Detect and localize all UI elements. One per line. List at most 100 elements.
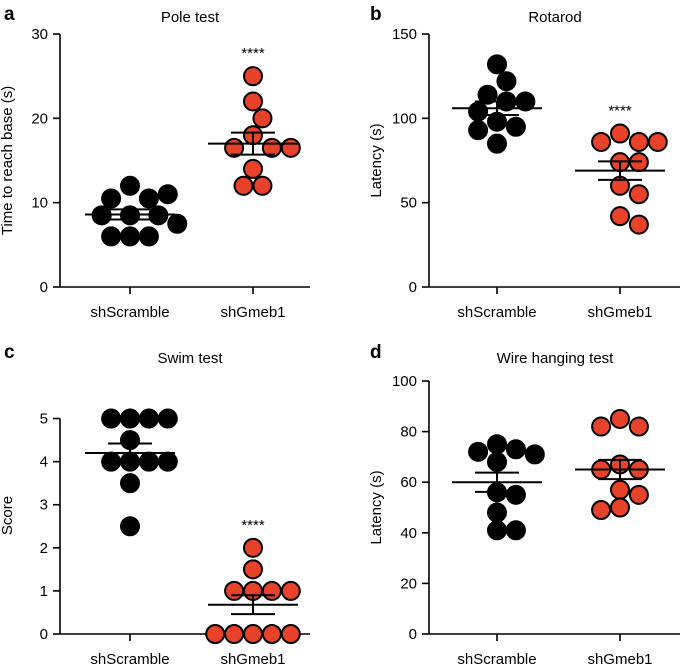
data-point [505,439,526,460]
data-point [487,54,507,75]
panel-letter: d [370,342,382,363]
chart-panel-d: d Wire hanging test 0 20 40 60 80 100 shScramble… [368,342,680,667]
data-point [496,71,517,92]
data-point [138,188,159,209]
data-point [261,580,282,601]
x-tick-label: shGmeb1 [587,304,652,321]
data-point [138,408,159,429]
data-point [505,484,526,505]
data-point [252,175,273,196]
data-point [243,158,263,179]
y-tick-label: 60 [400,474,417,491]
data-point [610,497,630,518]
x-tick-label: shScramble [457,651,536,667]
data-point [157,184,178,205]
data-point [120,408,140,429]
y-tick-label: 0 [409,279,417,296]
data-point [224,580,245,601]
data-point [487,502,507,523]
y-tick-label: 30 [31,26,48,43]
x-tick-label: shGmeb1 [220,304,285,321]
y-tick-label: 0 [40,279,48,296]
data-point [591,416,612,437]
data-point [487,451,507,472]
y-tick-label: 3 [40,497,48,514]
y-axis-label: Latency (s) [368,470,385,544]
data-point [120,175,140,196]
x-tick-label: shGmeb1 [220,651,285,667]
y-tick-label: 2 [40,540,48,557]
y-tick-label: 4 [40,454,48,471]
y-tick-label: 80 [400,424,417,441]
data-point [487,520,507,541]
data-point [468,120,489,141]
panel-letter: b [370,4,382,25]
y-axis-label: Score [0,496,16,535]
data-point [468,441,489,462]
data-point [101,188,122,209]
data-point [280,137,301,158]
data-point [280,624,301,644]
data-point [167,213,188,234]
significance-marker: **** [608,103,632,120]
data-point [157,451,178,472]
y-tick-label: 10 [31,195,48,212]
data-point [477,84,498,105]
y-tick-label: 0 [40,626,48,643]
y-axis-label: Time to reach base (s) [0,86,16,236]
panel-letter: a [4,4,15,25]
data-point [120,473,140,494]
x-tick-label: shScramble [90,651,169,667]
y-tick-label: 40 [400,525,417,542]
chart-title: Pole test [161,9,220,26]
y-tick-label: 0 [409,626,417,643]
data-point [591,500,612,521]
panel-letter: c [4,342,15,363]
data-point [610,408,630,429]
y-axis-label: Latency (s) [368,123,385,197]
data-point [487,133,507,154]
y-tick-label: 150 [392,26,417,43]
y-tick-label: 5 [40,411,48,428]
significance-marker: **** [241,45,265,62]
x-tick-label: shGmeb1 [587,651,652,667]
data-point [205,624,226,644]
data-point [157,408,178,429]
data-point [524,444,545,465]
data-point [610,479,630,500]
y-tick-label: 50 [400,195,417,212]
data-point [120,226,140,247]
chart-title: Rotarod [528,9,581,26]
data-point [224,624,245,644]
data-point [628,131,649,152]
data-point [252,108,273,129]
data-point [628,484,649,505]
data-point [243,66,263,87]
data-point [261,624,282,644]
data-point [101,408,122,429]
data-point [101,226,122,247]
y-tick-label: 100 [392,110,417,127]
chart-title: Wire hanging test [497,350,615,367]
x-tick-label: shScramble [90,304,169,321]
data-point [233,175,254,196]
data-point [628,214,649,235]
data-point [243,537,263,558]
significance-marker: **** [241,517,265,534]
data-point [610,123,630,144]
chart-panel-b: b Rotarod 0 50 100 150 shScramble shGmeb1 Latenc… [368,4,680,321]
data-point [243,624,263,644]
chart-panel-a: a Pole test 0 10 20 30 shScramble shGmeb1 Time t… [0,4,310,321]
y-tick-label: 100 [392,373,417,390]
data-point [243,559,263,580]
chart-title: Swim test [157,350,223,367]
data-point [138,226,159,247]
data-point [505,116,526,137]
data-point [628,416,649,437]
data-point [280,580,301,601]
data-point [628,184,649,205]
data-point [120,516,140,537]
data-point [243,91,263,112]
data-point [505,520,526,541]
